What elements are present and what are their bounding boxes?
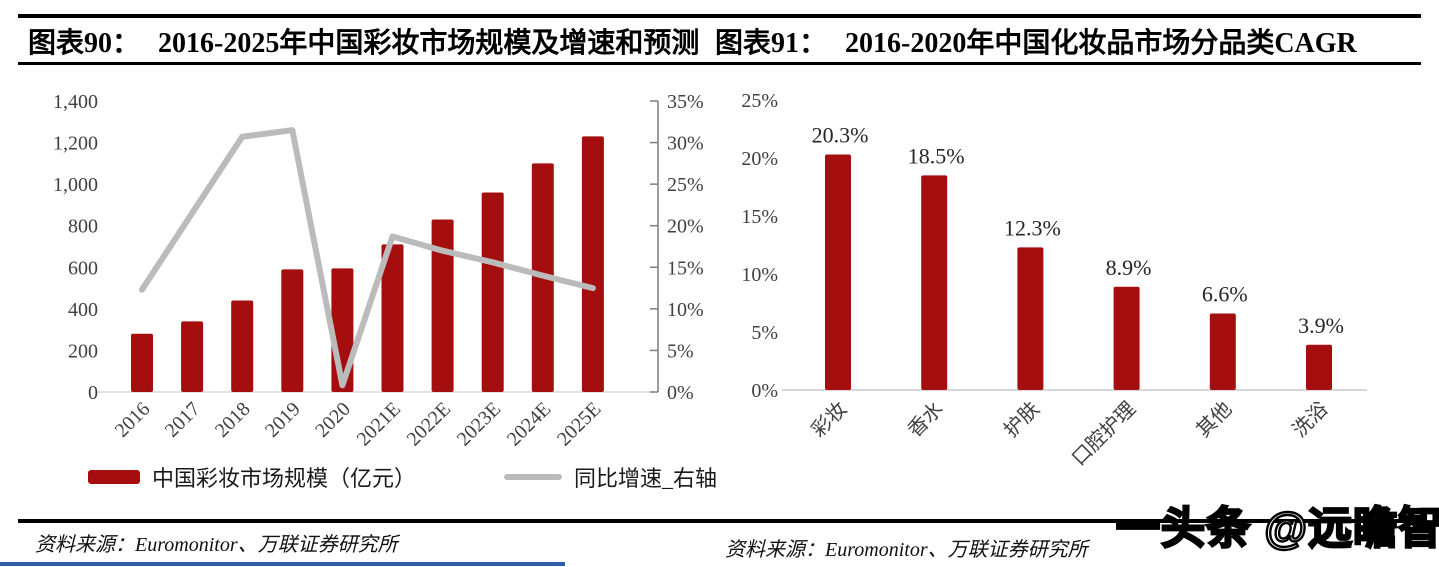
x-axis-category-label: 2020: [311, 398, 355, 442]
left-axis-tick-label: 1,400: [53, 91, 98, 113]
x-axis-category-label: 其他: [1192, 397, 1237, 442]
right-chart-title: 图表91： 2016-2020年中国化妆品市场分品类CAGR: [715, 21, 1357, 61]
watermark-text: 一头条 @远瞻智库: [1115, 503, 1439, 554]
left-axis-tick-label: 400: [68, 299, 98, 321]
left-axis-tick-label: 1,000: [53, 174, 98, 196]
x-axis-category-label: 彩妆: [807, 397, 852, 442]
bar-data-label: 8.9%: [1106, 255, 1152, 280]
x-axis-category-label: 2022E: [403, 398, 455, 450]
left-combo-chart: 1,400 1,200 1,000 800 600 400 200 0 2016 2017 2018…: [53, 91, 704, 450]
figure-header-band: 图表90： 2016-2025年中国彩妆市场规模及增速和预测 图表91： 2016-…: [18, 14, 1421, 65]
legend-line-swatch: [504, 474, 563, 480]
x-axis-category-label: 口腔护理: [1067, 397, 1140, 470]
right-axis-tick-label: 25%: [667, 174, 704, 196]
x-axis-category-label: 2019: [261, 398, 305, 442]
right-axis-tick-label: 30%: [667, 133, 704, 155]
right-chart-title-text: 2016-2020年中国化妆品市场分品类CAGR: [845, 28, 1357, 59]
right-axis-tick-label: 20%: [667, 216, 704, 238]
yoy-growth-line: [139, 127, 596, 389]
left-axis-tick-label: 600: [68, 257, 98, 279]
legend-line-label: 同比增速_右轴: [574, 466, 718, 491]
left-axis-tick-label: 0: [88, 382, 98, 404]
left-source-note: 资料来源：Euromonitor、万联证券研究所: [35, 534, 398, 556]
left-chart-legend: 中国彩妆市场规模（亿元） 同比增速_右轴: [88, 461, 717, 493]
cagr-bar: [1017, 247, 1044, 390]
market-size-bar: [431, 219, 454, 392]
y-axis-tick-label: 15%: [741, 206, 778, 228]
x-axis-category-label: 2023E: [453, 398, 505, 450]
left-chart-title-text: 2016-2025年中国彩妆市场规模及增速和预测: [158, 28, 700, 59]
market-size-bar: [481, 192, 504, 392]
bar-data-label: 18.5%: [908, 143, 965, 168]
market-size-bar: [131, 333, 153, 392]
cagr-bar: [825, 154, 851, 390]
bottom-blue-rule: [0, 562, 565, 566]
right-axis-tick-label: 15%: [667, 257, 704, 279]
y-axis-tick-label: 20%: [741, 148, 778, 170]
left-axis-tick-label: 1,200: [53, 133, 98, 155]
cagr-bar: [1113, 286, 1140, 390]
x-axis-category-label: 洗浴: [1288, 397, 1333, 442]
left-axis-tick-label: 800: [68, 216, 98, 238]
y-axis-tick-label: 0%: [751, 380, 778, 402]
market-size-bar: [231, 300, 254, 392]
y-axis-tick-label: 25%: [741, 90, 778, 112]
y-axis-tick-label: 10%: [741, 264, 778, 286]
right-axis-tick-label: 35%: [667, 91, 704, 113]
market-size-bar: [281, 269, 304, 392]
cagr-bar: [1209, 313, 1236, 390]
right-bar-chart: 25% 20% 15% 10% 5% 0% 20.3% 18.5% 12.3% 8.9% 6.6% 3…: [741, 90, 1367, 470]
right-source-note: 资料来源：Euromonitor、万联证券研究所: [725, 539, 1088, 561]
market-size-bar: [181, 321, 204, 392]
x-axis-category-label: 护肤: [999, 397, 1044, 442]
legend-bar-swatch: [88, 470, 140, 484]
x-axis-category-label: 2025E: [553, 398, 605, 450]
cagr-bar: [921, 175, 948, 390]
bar-data-label: 3.9%: [1298, 313, 1344, 338]
bar-data-label: 6.6%: [1202, 281, 1248, 306]
left-axis-tick-label: 200: [68, 340, 98, 362]
x-axis-category-label: 2021E: [353, 398, 405, 450]
cagr-bar: [1306, 344, 1332, 390]
x-axis-category-label: 2017: [161, 398, 205, 442]
right-axis-tick-label: 10%: [667, 299, 704, 321]
footer-rule: [18, 519, 1421, 523]
legend-bar-label: 中国彩妆市场规模（亿元）: [152, 466, 417, 491]
bar-data-label: 12.3%: [1004, 215, 1061, 240]
left-chart-title-label: 图表90：: [28, 28, 141, 59]
bar-data-label: 20.3%: [812, 123, 869, 148]
right-axis-tick-label: 5%: [667, 340, 694, 362]
y-axis-tick-label: 5%: [751, 322, 778, 344]
x-axis-category-label: 2016: [111, 398, 155, 442]
market-size-bar: [381, 244, 404, 392]
right-chart-title-label: 图表91：: [715, 28, 828, 59]
x-axis-category-label: 2024E: [503, 398, 555, 450]
left-chart-title: 图表90： 2016-2025年中国彩妆市场规模及增速和预测: [28, 21, 699, 61]
market-size-bar: [581, 136, 604, 392]
x-axis-category-label: 香水: [903, 397, 948, 442]
x-axis-category-label: 2018: [211, 398, 255, 442]
right-axis-tick-label: 0%: [667, 382, 694, 404]
